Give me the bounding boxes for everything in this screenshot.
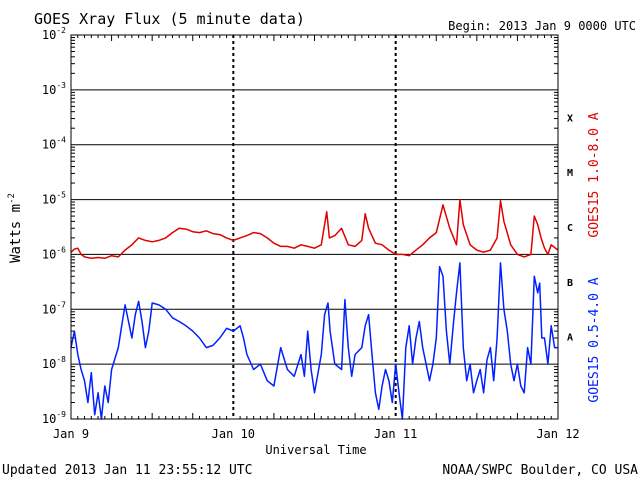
- y-tick-exp: -9: [56, 410, 66, 419]
- y-tick-base: 10: [42, 138, 56, 152]
- x-tick-label: Jan 11: [374, 427, 417, 441]
- y-tick-labels: 10-210-310-410-510-610-710-810-9: [42, 26, 66, 426]
- flare-class-c: C: [567, 223, 573, 234]
- legend-long-band: GOES15 1.0-8.0 A: [587, 112, 602, 237]
- y-tick-label: 10-9: [42, 410, 66, 426]
- y-tick-exp: -2: [56, 26, 66, 35]
- flare-class-m: M: [567, 168, 573, 179]
- y-tick-base: 10: [42, 193, 56, 207]
- y-tick-label: 10-8: [42, 355, 66, 371]
- y-tick-base: 10: [42, 357, 56, 371]
- chart-title: GOES Xray Flux (5 minute data): [34, 10, 305, 28]
- flare-class-a: A: [567, 333, 573, 344]
- y-tick-base: 10: [42, 83, 56, 97]
- y-tick-base: 10: [42, 412, 56, 426]
- flare-class-x: X: [567, 113, 573, 124]
- y-tick-label: 10-5: [42, 191, 66, 207]
- y-axis-label: Watts m-2: [7, 193, 24, 263]
- series-layer: [70, 198, 559, 420]
- y-tick-label: 10-3: [42, 81, 66, 97]
- y-tick-exp: -6: [56, 245, 66, 254]
- x-axis-label: Universal Time: [265, 443, 366, 457]
- x-tick-label: Jan 12: [536, 427, 579, 441]
- y-tick-exp: -8: [56, 355, 66, 364]
- begin-label: Begin: 2013 Jan 9 0000 UTC: [448, 19, 636, 33]
- x-tick-label: Jan 10: [212, 427, 255, 441]
- y-tick-exp: -4: [56, 136, 66, 145]
- x-tick-labels: Jan 9 Jan 10 Jan 11 Jan 12: [53, 427, 580, 441]
- series-line-short-band: [70, 262, 558, 420]
- flare-class-b: B: [567, 278, 573, 289]
- y-tick-exp: -5: [56, 191, 66, 200]
- y-tick-label: 10-7: [42, 300, 66, 316]
- series-line-long-band: [70, 198, 559, 260]
- y-tick-base: 10: [42, 302, 56, 316]
- y-tick-exp: -3: [56, 81, 66, 90]
- plot-frame: [70, 34, 559, 420]
- flare-class-labels: X M C B A: [567, 113, 573, 343]
- x-tick-label: Jan 9: [53, 427, 89, 441]
- y-tick-base: 10: [42, 247, 56, 261]
- y-tick-label: 10-2: [42, 26, 66, 42]
- y-axis-label-exp: -2: [7, 193, 17, 204]
- y-tick-label: 10-4: [42, 136, 66, 152]
- y-tick-exp: -7: [56, 300, 66, 309]
- y-axis-label-base: Watts m: [8, 204, 24, 263]
- updated-timestamp: Updated 2013 Jan 11 23:55:12 UTC: [2, 463, 252, 478]
- legend-short-band: GOES15 0.5-4.0 A: [587, 277, 602, 402]
- y-tick-base: 10: [42, 28, 56, 42]
- y-tick-label: 10-6: [42, 245, 66, 261]
- credit-label: NOAA/SWPC Boulder, CO USA: [442, 463, 638, 478]
- grid-layer: [71, 35, 558, 419]
